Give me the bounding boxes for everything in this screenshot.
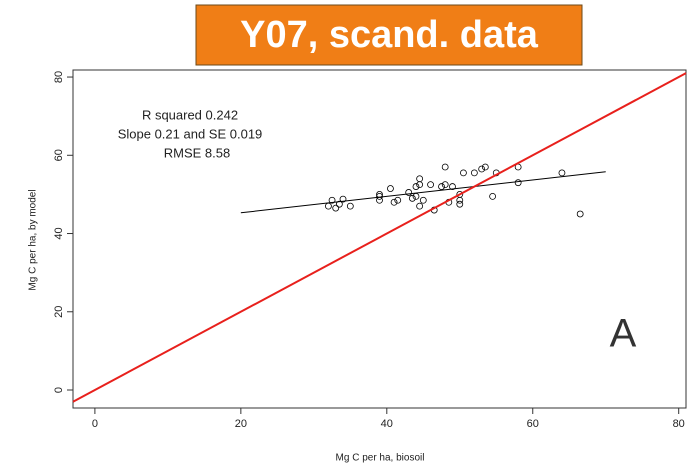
point (328, 196, 336, 204)
point (470, 169, 478, 177)
point (387, 185, 394, 192)
point (514, 179, 522, 187)
y-tick-label: 0 (53, 387, 65, 393)
point (412, 192, 420, 200)
point (376, 191, 383, 198)
point (419, 196, 427, 204)
point (335, 200, 343, 208)
point (441, 181, 449, 189)
point (390, 198, 398, 206)
x-tick-label: 0 (92, 418, 98, 430)
y-tick-label: 80 (53, 71, 65, 83)
y-axis-label: Mg C per ha, by model (28, 189, 39, 290)
annotation: RMSE 8.58 (164, 145, 230, 160)
point (416, 175, 424, 183)
point (449, 183, 456, 190)
point (489, 192, 497, 200)
point (412, 183, 420, 190)
panel-label: A (610, 312, 637, 356)
point (416, 202, 424, 210)
point (416, 181, 424, 189)
identity-line (72, 72, 687, 403)
point (456, 200, 464, 208)
point (427, 181, 434, 189)
point (332, 204, 340, 212)
y-tick-label: 40 (53, 227, 65, 239)
y-tick-label: 20 (53, 306, 65, 318)
x-tick-label: 20 (235, 418, 247, 430)
x-tick-label: 80 (673, 418, 685, 430)
point (456, 196, 464, 204)
annotation: Slope 0.21 and SE 0.019 (118, 126, 263, 141)
x-tick-label: 60 (527, 418, 539, 430)
point (325, 202, 332, 210)
title-box (195, 4, 583, 66)
x-tick-label: 40 (381, 418, 393, 430)
point (408, 194, 416, 202)
fit-line (240, 171, 606, 214)
point (394, 196, 402, 204)
point (339, 195, 347, 203)
chart-title: Y07, scand. data (240, 14, 539, 56)
annotation: R squared 0.242 (142, 107, 238, 122)
point (376, 192, 383, 200)
point (576, 210, 584, 218)
point (558, 169, 566, 177)
point (405, 189, 413, 196)
point (438, 183, 445, 190)
point (346, 202, 354, 210)
y-tick-label: 60 (53, 149, 65, 161)
plot-frame (72, 69, 687, 409)
point (441, 163, 449, 171)
point (478, 165, 486, 173)
point (460, 169, 467, 177)
x-axis-label: Mg C per ha, biosoil (336, 453, 425, 464)
point (481, 163, 489, 171)
